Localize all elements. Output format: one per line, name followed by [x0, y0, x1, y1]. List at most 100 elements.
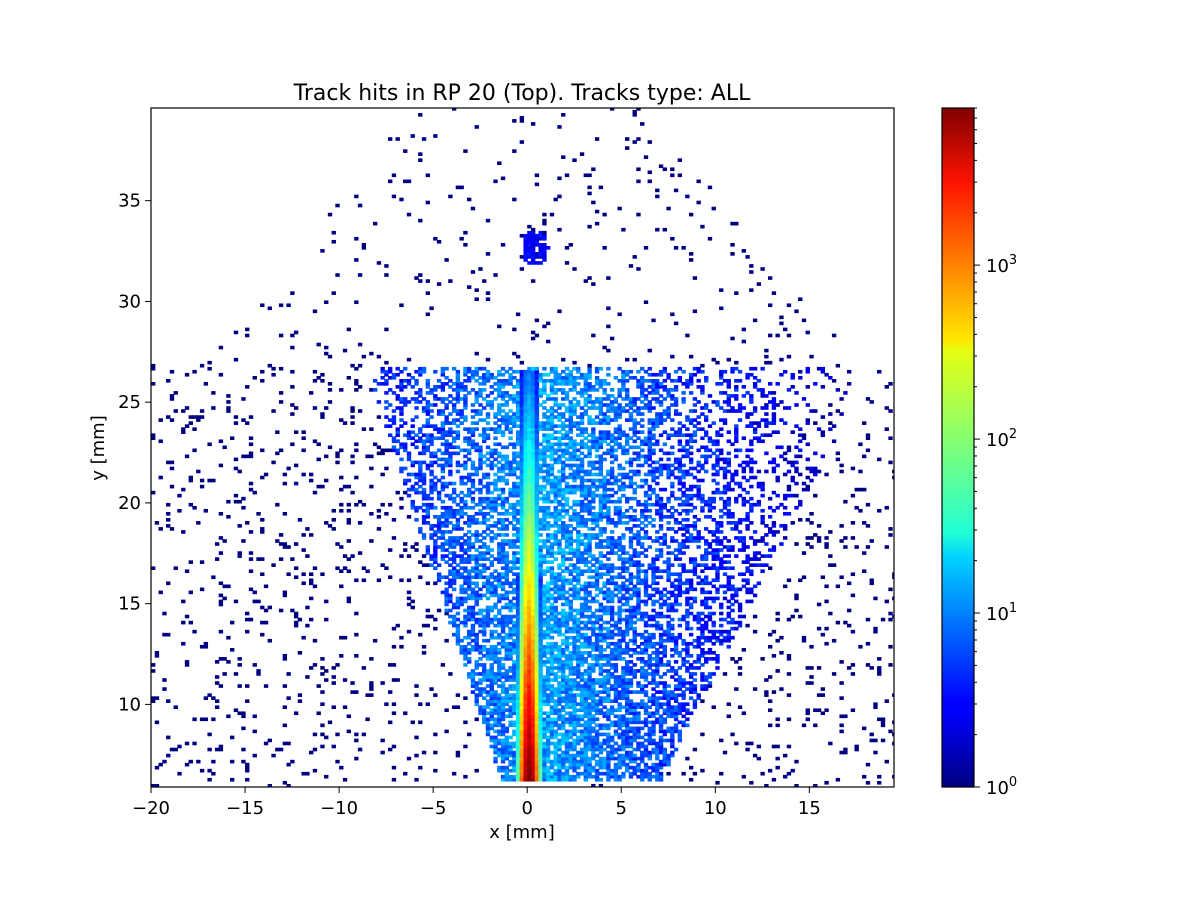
- heatmap-cell: [482, 551, 487, 555]
- heatmap-cell: [203, 717, 209, 722]
- heatmap-cell: [256, 599, 261, 604]
- heatmap-cell: [568, 696, 573, 700]
- heatmap-cell: [670, 732, 675, 737]
- heatmap-cell: [515, 723, 521, 728]
- heatmap-cell: [564, 732, 570, 737]
- heatmap-cell: [534, 666, 540, 670]
- heatmap-cell: [737, 623, 743, 628]
- heatmap-cell: [572, 508, 577, 513]
- heatmap-cell: [662, 533, 667, 537]
- heatmap-cell: [530, 681, 536, 685]
- heatmap-cell: [643, 753, 649, 758]
- heatmap-cell: [591, 647, 596, 652]
- heatmap-cell: [538, 608, 543, 613]
- heatmap-cell: [658, 551, 664, 555]
- heatmap-cell: [497, 750, 502, 755]
- heatmap-cell: [354, 756, 359, 761]
- heatmap-cell: [685, 641, 690, 646]
- heatmap-cell: [508, 744, 513, 749]
- heatmap-cell: [658, 590, 664, 595]
- heatmap-cell: [873, 750, 878, 755]
- heatmap-cell: [553, 608, 558, 613]
- heatmap-cell: [564, 533, 570, 537]
- heatmap-cell: [177, 508, 182, 513]
- heatmap-cell: [628, 542, 634, 546]
- heatmap-cell: [854, 505, 859, 510]
- heatmap-cell: [485, 524, 491, 528]
- heatmap-cell: [643, 502, 649, 507]
- heatmap-cell: [561, 557, 566, 561]
- heatmap-cell: [542, 620, 547, 625]
- heatmap-cell: [515, 623, 521, 628]
- heatmap-cell: [741, 536, 746, 540]
- heatmap-cell: [523, 551, 528, 555]
- heatmap-cell: [557, 632, 562, 637]
- heatmap-cell: [245, 699, 250, 703]
- heatmap-cell: [677, 711, 683, 716]
- heatmap-cell: [692, 687, 698, 691]
- heatmap-cell: [451, 499, 457, 504]
- heatmap-cell: [515, 539, 521, 543]
- heatmap-cell: [421, 502, 427, 507]
- heatmap-cell: [391, 678, 397, 682]
- heatmap-cell: [459, 587, 464, 592]
- heatmap-cell: [451, 771, 457, 776]
- heatmap-cell: [399, 505, 404, 510]
- heatmap-cell: [805, 717, 810, 722]
- heatmap-cell: [591, 575, 596, 580]
- heatmap-cell: [640, 508, 645, 513]
- heatmap-cell: [497, 711, 502, 716]
- heatmap-cell: [640, 726, 645, 731]
- heatmap-cell: [493, 729, 498, 734]
- heatmap-cell: [636, 657, 641, 661]
- heatmap-cell: [557, 539, 562, 543]
- heatmap-cell: [527, 620, 532, 625]
- heatmap-cell: [884, 505, 889, 510]
- heatmap-cell: [534, 563, 540, 567]
- heatmap-cell: [530, 590, 536, 595]
- heatmap-cell: [737, 518, 743, 522]
- heatmap-cell: [587, 732, 592, 737]
- heatmap-cell: [692, 699, 698, 703]
- heatmap-cell: [602, 499, 607, 504]
- heatmap-cell: [527, 584, 532, 589]
- heatmap-cell: [579, 557, 585, 561]
- heatmap-cell: [478, 672, 483, 676]
- heatmap-cell: [546, 560, 551, 564]
- heatmap-cell: [764, 524, 769, 528]
- heatmap-cell: [621, 551, 626, 555]
- heatmap-cell: [572, 629, 577, 634]
- heatmap-cell: [606, 563, 611, 567]
- heatmap-cell: [752, 687, 758, 691]
- heatmap-cell: [820, 632, 826, 637]
- heatmap-cell: [549, 650, 555, 655]
- heatmap-cell: [463, 542, 468, 546]
- heatmap-cell: [591, 717, 596, 722]
- heatmap-cell: [512, 647, 517, 652]
- heatmap-cell: [530, 699, 536, 703]
- heatmap-cell: [166, 699, 171, 703]
- heatmap-cell: [500, 717, 506, 722]
- heatmap-cell: [515, 508, 521, 513]
- heatmap-cell: [594, 708, 600, 713]
- heatmap-cell: [467, 647, 472, 652]
- heatmap-cell: [448, 599, 453, 604]
- heatmap-cell: [388, 720, 393, 725]
- heatmap-cell: [632, 590, 637, 595]
- heatmap-cell: [640, 563, 645, 567]
- heatmap-cell: [181, 599, 186, 604]
- plot-area: [150, 107, 895, 788]
- heatmap-cell: [444, 590, 449, 595]
- heatmap-cell: [331, 681, 336, 685]
- heatmap-cell: [214, 675, 220, 679]
- heatmap-cell: [561, 641, 566, 646]
- heatmap-cell: [583, 768, 588, 773]
- heatmap-cell: [613, 756, 619, 761]
- heatmap-cell: [602, 527, 607, 531]
- heatmap-cell: [489, 530, 494, 534]
- heatmap-cell: [538, 611, 543, 616]
- heatmap-cell: [470, 581, 476, 586]
- heatmap-cell: [621, 687, 626, 691]
- heatmap-cell: [549, 548, 555, 552]
- heatmap-cell: [482, 711, 487, 716]
